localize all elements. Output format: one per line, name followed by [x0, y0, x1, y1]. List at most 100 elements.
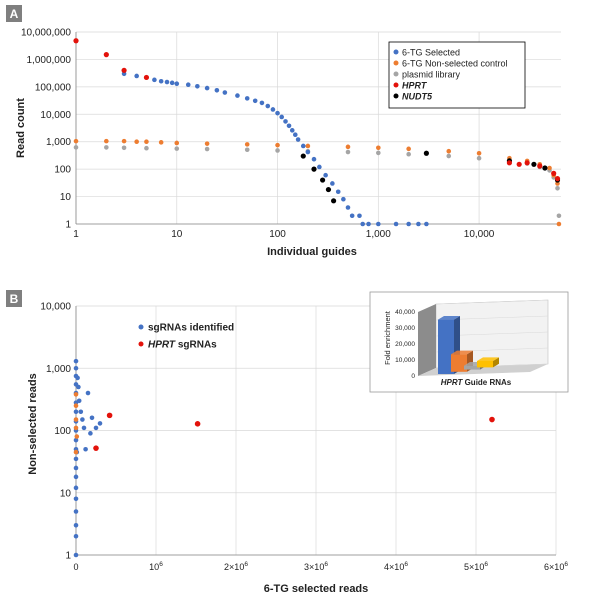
point-6-tg-selected [376, 221, 381, 227]
panel-b-x-tick-label: 2×106 [224, 561, 248, 572]
panel-b-x-tick-label: 106 [149, 561, 163, 572]
legend-marker-sgrnas-identified [138, 324, 144, 330]
inset-y-tick-label: 20,000 [395, 341, 415, 348]
point-nudt5 [311, 166, 317, 172]
tick-exponent: 6 [564, 561, 568, 568]
inset-bar-front [477, 361, 493, 368]
point-6-tg-selected [424, 221, 429, 227]
series-hprt-sgrnas [93, 412, 495, 451]
point-6-tg-selected [286, 123, 292, 129]
point-sgrnas-identified [73, 533, 79, 539]
point-plasmid-library [244, 147, 250, 153]
panel-b-label: B [10, 292, 19, 306]
point-plasmid-library [204, 146, 210, 152]
point-plasmid-library [104, 145, 109, 150]
point-nudt5 [331, 198, 337, 204]
panel-b-x-axis-label: 6-TG selected reads [264, 583, 369, 595]
point-sgrnas-identified [83, 446, 88, 452]
point-nudt5 [300, 153, 306, 159]
panel-a-y-axis-label: Read count [15, 98, 27, 158]
point-sgrnas-identified [73, 456, 79, 462]
series-plasmid-library [73, 145, 562, 219]
point-plasmid-library [174, 146, 180, 151]
panel-b-y-axis-label: Non-selected reads [27, 373, 39, 474]
panel-a-tick-labels: 1 10 100 1,000 10,000 100,000 1,000,000 10,000,… [21, 28, 495, 241]
point-6-tg-control [73, 417, 79, 422]
point-hprt [121, 67, 127, 73]
point-6-tg-selected [416, 221, 421, 227]
legend-label-hprt-italic: HPRT [148, 340, 176, 351]
point-6-tg-non-selected-control [376, 145, 381, 151]
point-nudt5 [325, 186, 332, 193]
point-sgrnas-identified [73, 409, 79, 415]
point-sgrnas-identified [81, 425, 87, 431]
point-6-tg-selected [259, 100, 265, 106]
point-sgrnas-identified [73, 474, 79, 480]
point-6-tg-selected [311, 156, 317, 162]
legend-label-hprt: HPRT [402, 81, 428, 91]
tick-exponent: 6 [484, 561, 488, 568]
inset-fold-enrichment-chart: 0 10,000 20,000 30,000 40,000 Fold enrichmen… [369, 291, 569, 393]
point-6-tg-selected [204, 85, 210, 91]
panel-b-y-tick-label: 100 [54, 426, 71, 437]
point-nudt5 [542, 165, 548, 171]
point-hprt-sgrnas [93, 445, 99, 451]
point-sgrnas-identified [73, 437, 79, 443]
point-plasmid-library [144, 145, 149, 151]
panel-b-y-tick-label: 1 [65, 551, 71, 562]
point-6-tg-selected [164, 79, 170, 85]
panel-b-x-tick-label: 4×106 [384, 561, 408, 572]
panel-b-x-tick-label: 6×106 [544, 561, 568, 572]
point-6-tg-selected [360, 221, 366, 227]
panel-a-y-tick-label: 1,000 [46, 137, 71, 148]
point-6-tg-control [73, 403, 79, 409]
point-6-tg-selected [283, 119, 288, 124]
legend-label-plasmid-library: plasmid library [402, 70, 461, 80]
inset-y-tick-label: 0 [411, 373, 415, 380]
panel-a-y-tick-label: 10 [60, 192, 72, 203]
point-sgrnas-identified [76, 384, 81, 390]
point-6-tg-selected [244, 96, 250, 101]
point-6-tg-non-selected-control [547, 165, 552, 171]
panel-a-y-tick-label: 1 [65, 220, 71, 231]
point-sgrnas-identified [73, 465, 79, 471]
tick-base: 10 [149, 562, 159, 572]
panel-a-x-tick-label: 1,000 [366, 229, 391, 240]
panel-a-y-tick-label: 10,000,000 [21, 28, 71, 39]
point-6-tg-control [73, 425, 79, 431]
inset-x-label-rest: Guide RNAs [462, 378, 511, 387]
inset-plot-area: 0 10,000 20,000 30,000 40,000 [395, 299, 549, 380]
point-sgrnas-identified [73, 552, 79, 558]
point-plasmid-library [73, 145, 79, 150]
inset-y-tick-label: 40,000 [395, 309, 415, 316]
point-6-tg-non-selected-control [204, 141, 210, 146]
inset-bar-top [451, 350, 473, 355]
point-6-tg-selected [214, 87, 220, 93]
panel-a-x-tick-label: 10 [171, 229, 183, 240]
panel-b-y-tick-label: 10 [60, 488, 72, 499]
point-hprt [143, 74, 150, 81]
tick-exponent: 6 [244, 561, 248, 568]
inset-y-tick-label: 30,000 [395, 325, 415, 332]
point-hprt [506, 160, 513, 166]
point-sgrnas-identified [73, 509, 79, 514]
point-hprt [73, 38, 79, 44]
panel-a-label-box [6, 5, 22, 22]
tick-base: 4×10 [384, 562, 404, 572]
tick-exponent: 6 [159, 561, 163, 568]
point-6-tg-non-selected-control [446, 148, 452, 154]
point-6-tg-non-selected-control [174, 140, 180, 146]
point-6-tg-non-selected-control [144, 139, 149, 145]
legend-marker-hprt-sgrnas [138, 341, 144, 347]
point-6-tg-non-selected-control [476, 150, 482, 156]
point-6-tg-selected [330, 181, 335, 186]
point-6-tg-selected [169, 80, 175, 86]
legend-label-nudt5: NUDT5 [402, 92, 433, 102]
panel-b-legend: sgRNAs identified HPRT sgRNAs [138, 323, 234, 351]
point-sgrnas-identified [78, 409, 84, 415]
point-sgrnas-identified [85, 390, 91, 396]
inset-gridline [435, 299, 549, 305]
